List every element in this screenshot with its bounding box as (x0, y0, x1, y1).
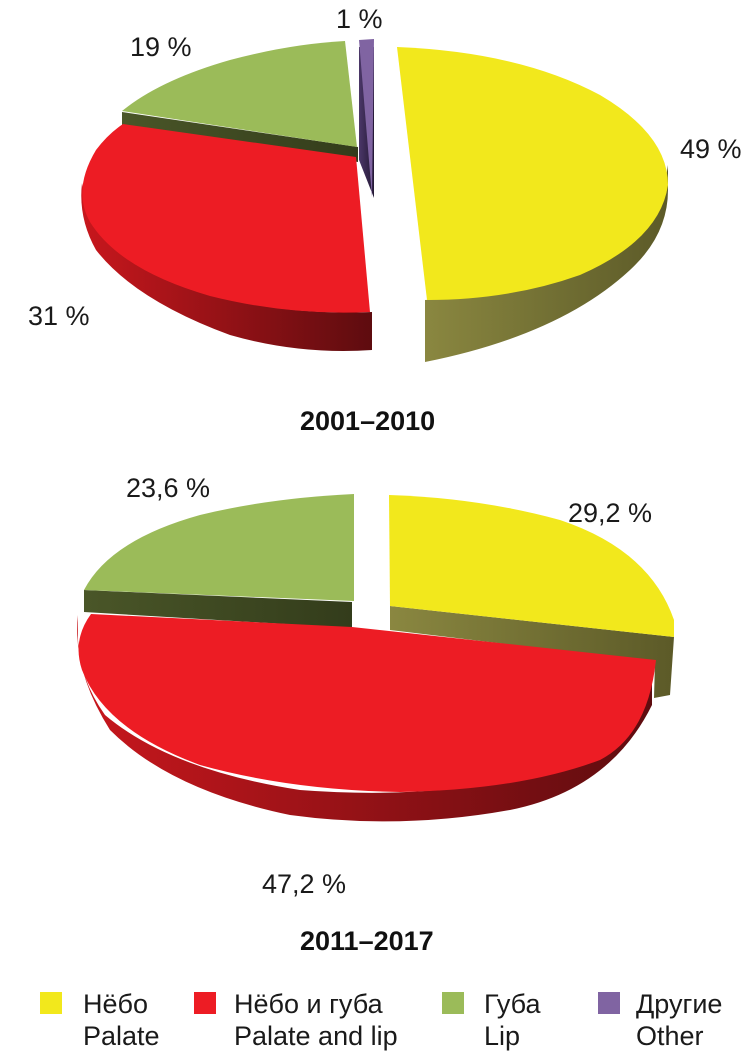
slice-palate-and-lip (78, 614, 656, 792)
chart-title: 2001–2010 (300, 406, 435, 436)
legend-item-palate-and-lip: Нёбо и губа Palate and lip (194, 989, 398, 1051)
legend-label-ru: Нёбо (83, 989, 148, 1019)
label-lip: 23,6 % (126, 473, 210, 503)
legend-item-other: Другие Other (598, 989, 722, 1051)
legend-label-ru: Губа (484, 989, 541, 1019)
legend-label-en: Palate and lip (234, 1021, 398, 1051)
pie-chart-2011-2017: 23,6 % 29,2 % 47,2 % 2011–2017 (77, 473, 674, 956)
label-lip: 19 % (130, 32, 192, 62)
legend-label-ru: Нёбо и губа (234, 989, 384, 1019)
slice-side-palate (390, 606, 674, 698)
legend-swatch-other (598, 992, 620, 1014)
legend-swatch-palate-and-lip (194, 992, 216, 1014)
legend-label-en: Other (636, 1021, 704, 1051)
slice-side-lip (84, 590, 352, 628)
slice-side-palate (425, 165, 668, 362)
slice-palate (389, 495, 674, 637)
chart-title: 2011–2017 (300, 926, 434, 956)
slice-palate-and-lip (82, 124, 371, 313)
label-palate: 49 % (680, 134, 742, 164)
slice-palate (397, 47, 668, 300)
legend: Нёбо Palate Нёбо и губа Palate and lip Г… (40, 989, 722, 1051)
label-palate: 29,2 % (568, 498, 652, 528)
legend-swatch-lip (442, 992, 464, 1014)
slice-lip (84, 494, 354, 601)
legend-label-ru: Другие (636, 989, 722, 1019)
slice-other (359, 39, 374, 197)
legend-item-palate: Нёбо Palate (40, 989, 160, 1051)
label-other: 1 % (336, 4, 383, 34)
pie-chart-2001-2010: 19 % 1 % 49 % 31 % 2001–2010 (28, 4, 742, 436)
legend-label-en: Lip (484, 1021, 520, 1051)
legend-item-lip: Губа Lip (442, 989, 541, 1051)
label-palate-and-lip: 47,2 % (262, 869, 346, 899)
legend-swatch-palate (40, 992, 62, 1014)
legend-label-en: Palate (83, 1021, 160, 1051)
label-palate-and-lip: 31 % (28, 301, 90, 331)
slice-lip (122, 41, 357, 147)
